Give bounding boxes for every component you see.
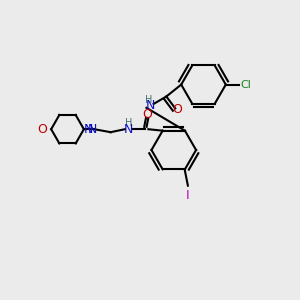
Text: I: I — [186, 189, 190, 202]
Text: H: H — [145, 95, 152, 105]
Text: N: N — [145, 99, 155, 112]
Text: O: O — [38, 123, 48, 136]
Text: Cl: Cl — [241, 80, 251, 90]
Text: N: N — [124, 123, 133, 136]
Text: O: O — [172, 103, 182, 116]
Text: N: N — [84, 123, 93, 136]
Text: O: O — [142, 108, 152, 121]
Text: H: H — [125, 118, 132, 128]
Text: N: N — [87, 123, 97, 136]
